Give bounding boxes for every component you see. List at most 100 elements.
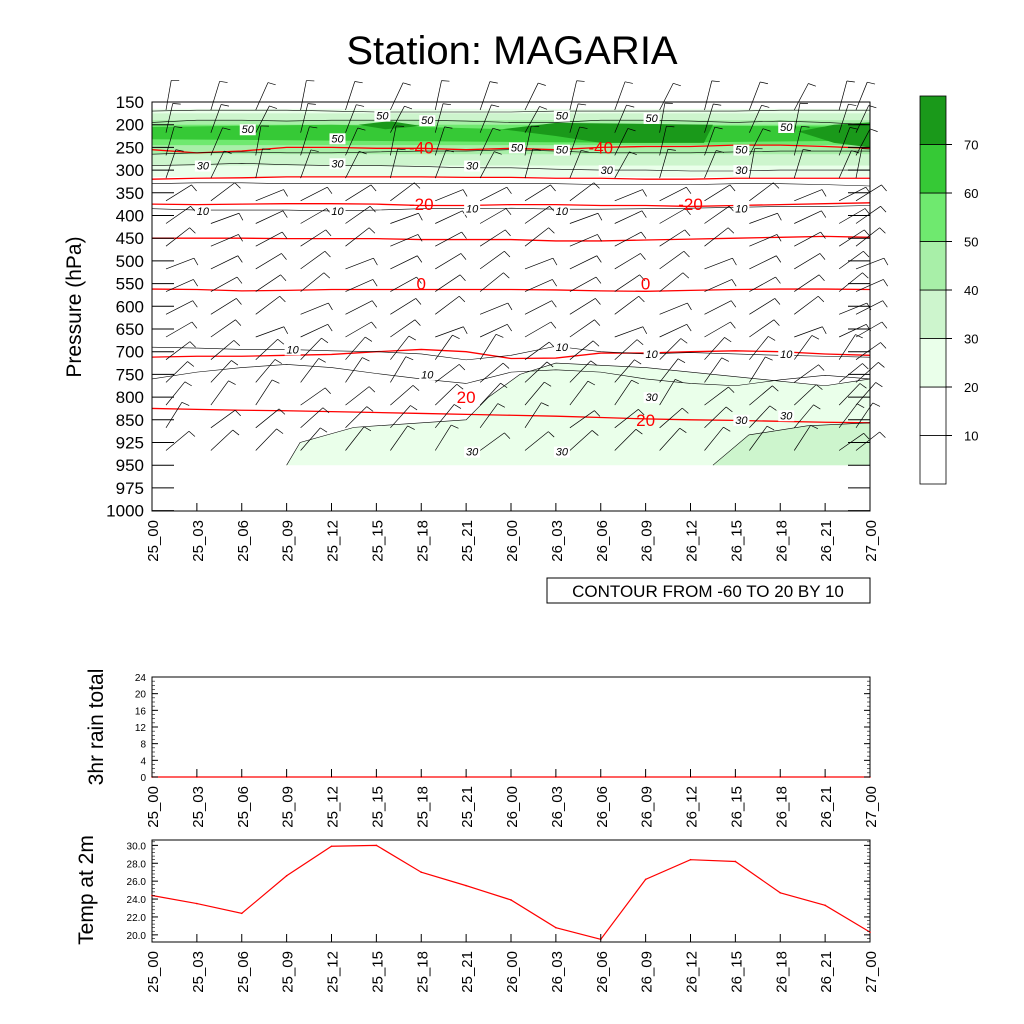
temperature-contour-label: -20 — [678, 195, 703, 214]
wind-barb — [300, 229, 326, 247]
wind-barb — [793, 149, 804, 179]
wind-contour-label: 10 — [646, 349, 659, 361]
x-tick-label: 25_15 — [369, 520, 386, 562]
wind-barb — [300, 358, 319, 383]
wind-barb — [345, 386, 370, 406]
wind-barb-feather — [818, 364, 825, 371]
wind-barb-feather — [281, 253, 287, 260]
wind-barb-feather — [864, 208, 871, 216]
wind-barb — [855, 300, 883, 315]
wind-barb — [390, 255, 418, 270]
wind-barb-feather — [463, 326, 468, 334]
wind-barb-feather — [507, 302, 513, 311]
temp-x-tick-label: 25_12 — [325, 951, 342, 993]
wind-barb-feather — [685, 208, 691, 216]
wind-barb — [210, 319, 236, 338]
wind-barb-feather — [820, 231, 826, 239]
wind-barb — [390, 319, 416, 338]
temp-x-tick-label: 26_15 — [728, 951, 745, 993]
wind-barb — [749, 234, 778, 247]
wind-barb-feather — [711, 80, 720, 83]
wind-barb — [165, 279, 194, 292]
wind-barb — [524, 149, 534, 179]
wind-barb — [704, 227, 729, 247]
wind-barb-feather — [775, 276, 781, 284]
wind-barb-feather — [234, 182, 241, 189]
wind-barb-feather — [238, 234, 243, 242]
wind-barb — [255, 408, 280, 429]
wind-barb-feather — [774, 298, 781, 305]
time-axis-main: 25_00 25_03 25_06 25_09 25_12 25_15 25_18 25_21… — [145, 503, 880, 562]
wind-barb-feather — [327, 324, 333, 332]
wind-barb — [749, 319, 775, 338]
wind-barb — [659, 250, 685, 270]
wind-barb-feather — [634, 359, 642, 365]
wind-barb — [255, 210, 284, 224]
wind-contour-label: 30 — [735, 415, 748, 427]
temperature-contour-label: -40 — [588, 138, 613, 157]
wind-contour-label: 10 — [556, 206, 569, 218]
wind-barb-feather — [371, 321, 377, 329]
wind-barb-feather — [328, 302, 333, 311]
wind-barb — [569, 298, 596, 315]
wind-barb — [210, 380, 229, 406]
wind-barb — [793, 335, 813, 360]
wind-barb — [345, 321, 372, 338]
wind-barb — [435, 189, 464, 202]
rain-y-axis: 0 4 8 12 16 20 24 — [135, 673, 870, 784]
wind-barb-feather — [682, 272, 690, 279]
wind-barb — [345, 206, 371, 224]
wind-barb-feather — [592, 340, 600, 347]
wind-barb-feather — [459, 274, 466, 281]
wind-barb — [479, 208, 507, 224]
wind-contour-label: 50 — [376, 111, 389, 123]
wind-barb-feather — [548, 227, 555, 234]
x-tick-label: 26_18 — [773, 520, 790, 562]
wind-barb-feather — [271, 379, 280, 384]
wind-barb — [390, 298, 417, 315]
wind-barb-feather — [500, 382, 508, 389]
x-tick-label: 26_03 — [549, 520, 566, 562]
wind-barb-feather — [869, 128, 878, 132]
temperature-contour-line — [152, 235, 871, 242]
wind-barb-feather — [402, 82, 411, 86]
wind-barb-feather — [462, 189, 468, 197]
wind-label-bg — [509, 142, 525, 154]
wind-barb — [479, 432, 505, 451]
wind-barb-feather — [590, 360, 598, 366]
wind-barb-feather — [453, 404, 462, 409]
colorbar-box — [919, 95, 947, 145]
wind-barb — [300, 337, 322, 360]
wind-barb — [210, 409, 236, 429]
wind-barb-feather — [262, 148, 271, 150]
pressure-tick-label: 950 — [116, 456, 144, 475]
wind-barb — [704, 127, 716, 156]
wind-barb-feather — [801, 125, 810, 128]
wind-barb-feather — [761, 104, 770, 108]
wind-barb — [435, 295, 460, 315]
wind-barb-feather — [532, 148, 541, 151]
wind-barb — [300, 149, 312, 179]
x-tick-label: 25_00 — [145, 520, 162, 562]
wind-barb — [255, 295, 280, 315]
wind-barb-feather — [550, 321, 557, 329]
wind-barb — [210, 255, 238, 270]
colorbar-label: 70 — [964, 138, 978, 153]
colorbar-box — [919, 386, 947, 436]
wind-barb — [390, 148, 398, 179]
wind-barb — [390, 82, 404, 111]
wind-barb-feather — [221, 104, 230, 107]
wind-barb-feather — [596, 255, 602, 263]
wind-barb-feather — [363, 426, 372, 432]
wind-barb — [345, 257, 374, 270]
wind-barb — [435, 326, 464, 338]
wind-contour-label: 10 — [197, 206, 210, 218]
wind-barb-feather — [773, 319, 780, 326]
temp-panel: 20.0 22.0 24.0 26.0 28.0 30.0 25_00 25_03 25_06… — [75, 835, 880, 993]
wind-barb — [614, 151, 630, 179]
wind-barb-feather — [808, 83, 816, 87]
wind-barb — [749, 405, 771, 429]
colorbar: 10 20 30 40 50 60 70 — [919, 95, 978, 485]
wind-contour-label: 50 — [556, 111, 569, 123]
wind-barb-feather — [760, 81, 769, 85]
